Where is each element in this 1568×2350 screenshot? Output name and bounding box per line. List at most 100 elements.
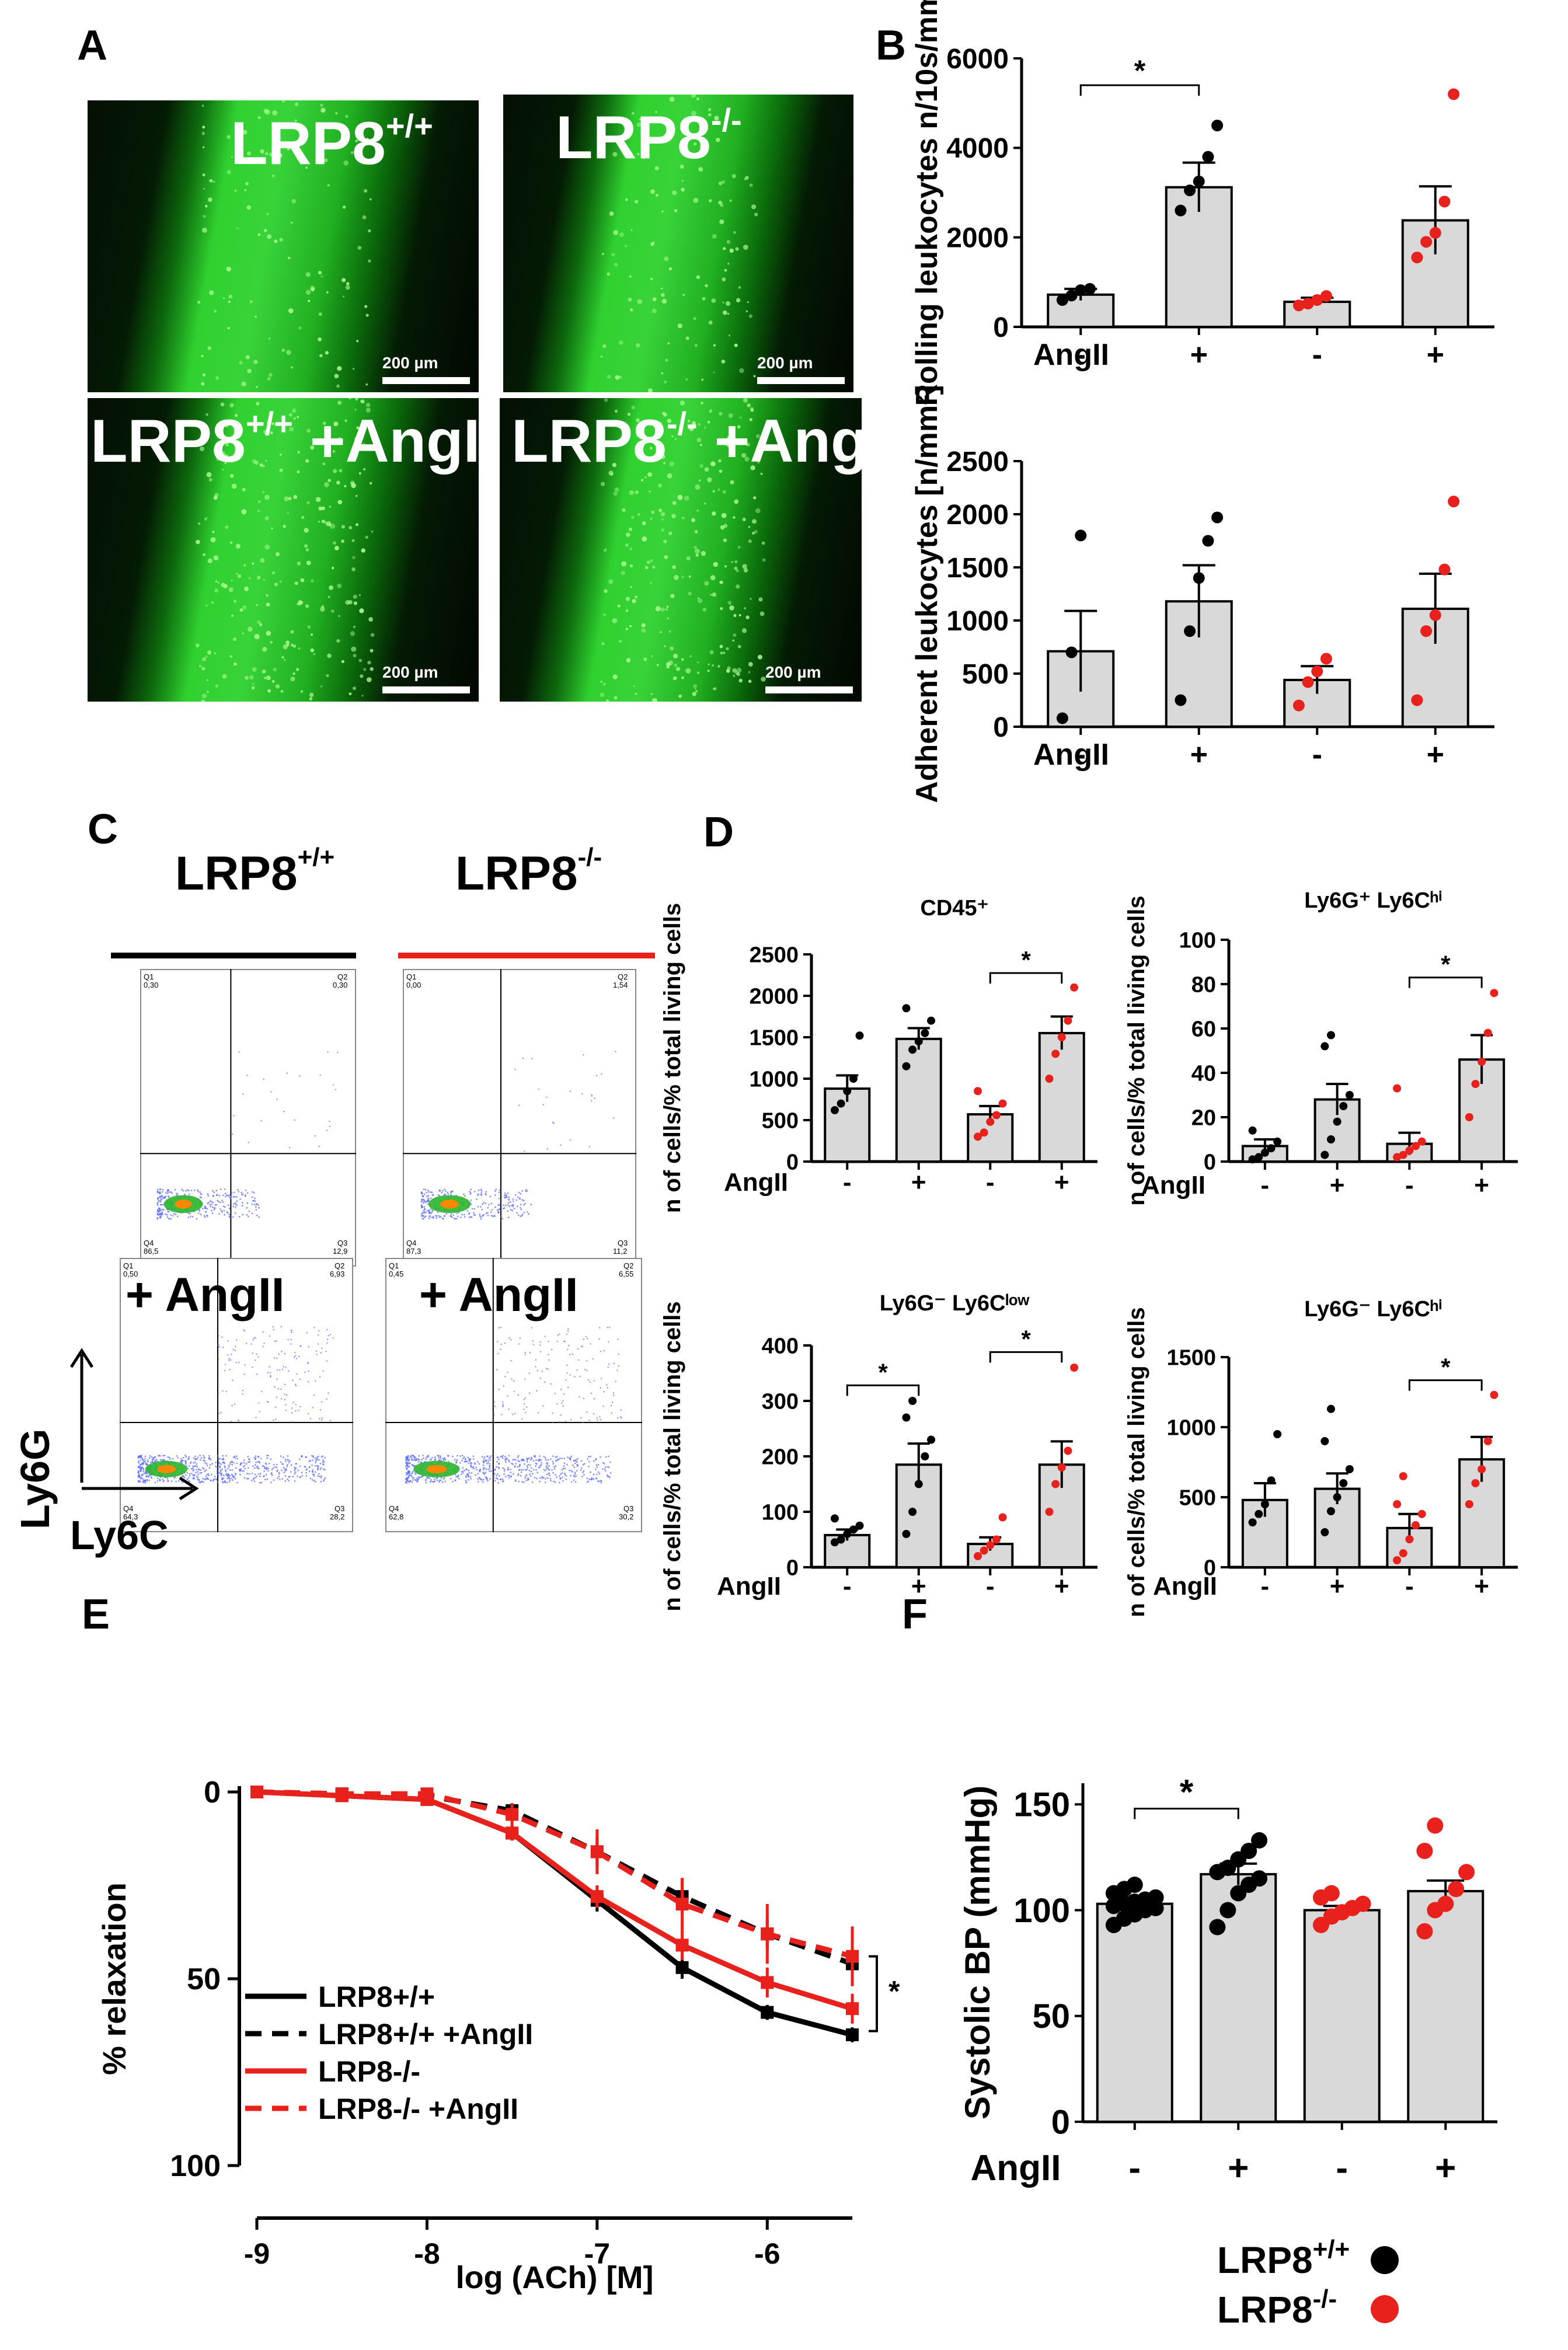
cell-speckle [327, 595, 330, 598]
x-axis-label: log (ACh) [M] [456, 2260, 654, 2295]
micro-speckles [196, 398, 375, 702]
event-dot [159, 1480, 161, 1481]
y-tick-label: 100 [1179, 928, 1216, 953]
cell-speckle [256, 402, 260, 406]
data-point [1260, 1148, 1269, 1157]
cell-speckle [744, 607, 746, 610]
cell-speckle [737, 546, 741, 549]
cell-speckle [252, 667, 257, 672]
event-dot [618, 1353, 619, 1355]
event-dot [156, 1214, 159, 1216]
event-dot [281, 1469, 283, 1472]
event-dot [215, 1190, 218, 1192]
event-dot [556, 1456, 558, 1458]
event-dot [485, 1212, 487, 1215]
event-dot [196, 1463, 198, 1465]
event-dot [429, 1459, 431, 1461]
event-dot [504, 1376, 506, 1378]
event-dot [167, 1480, 169, 1482]
data-marker [761, 1976, 774, 1989]
event-dot [192, 1467, 194, 1469]
event-dot [499, 1189, 501, 1191]
cell-speckle [733, 674, 736, 677]
event-dot [222, 1459, 225, 1460]
event-dot [263, 1343, 265, 1344]
event-dot [327, 1334, 330, 1337]
event-dot [246, 1074, 248, 1076]
event-dot [262, 1465, 264, 1467]
event-dot [526, 1190, 528, 1192]
cell-speckle [720, 651, 723, 655]
cell-speckle [345, 114, 349, 118]
cell-speckle [244, 189, 247, 191]
event-dot [448, 1460, 450, 1463]
cell-speckle [369, 482, 372, 485]
cell-speckle [220, 402, 225, 407]
event-dot [475, 1474, 477, 1476]
event-dot [318, 1459, 320, 1461]
y-tick-label: 500 [762, 1108, 799, 1133]
data-point [1399, 1549, 1407, 1557]
data-point [1273, 1430, 1282, 1438]
event-dot [326, 1360, 328, 1362]
event-dot [234, 1477, 236, 1480]
event-dot [566, 1364, 568, 1366]
cell-speckle [247, 368, 252, 374]
event-dot [405, 1456, 407, 1458]
event-dot [455, 1462, 457, 1464]
sig-star: * [1441, 1354, 1451, 1381]
cell-speckle [720, 525, 725, 530]
event-dot [514, 1480, 517, 1482]
cell-speckle [257, 510, 260, 512]
event-dot [316, 1354, 318, 1355]
event-dot [280, 1326, 283, 1327]
cell-speckle [662, 412, 665, 415]
sig-bracket [1408, 977, 1483, 988]
event-dot [142, 1462, 145, 1465]
event-dot [555, 1474, 557, 1476]
flow-frame [403, 969, 636, 1267]
cell-speckle [222, 674, 227, 679]
event-dot [289, 1146, 291, 1149]
cell-speckle [650, 277, 653, 281]
event-dot [541, 1477, 543, 1479]
cell-speckle [349, 398, 351, 400]
density-peak [440, 1200, 459, 1209]
data-point [921, 1452, 929, 1460]
event-dot [273, 1419, 274, 1421]
event-dot [231, 1460, 233, 1463]
cell-speckle [293, 417, 297, 420]
event-dot [196, 1476, 198, 1477]
event-dot [259, 1411, 260, 1413]
event-dot [225, 1390, 227, 1393]
event-dot [553, 1468, 556, 1470]
event-dot [251, 1212, 253, 1215]
event-dot [569, 1457, 572, 1459]
cell-speckle [249, 675, 254, 680]
event-dot [420, 1461, 422, 1463]
cell-speckle [213, 555, 219, 561]
event-dot [217, 1455, 219, 1457]
y-tick-label: 0 [993, 712, 1009, 743]
data-point [1320, 290, 1332, 302]
x-tick-label: - [986, 1572, 995, 1601]
y-tick-label: 500 [1179, 1486, 1216, 1510]
event-dot [469, 1191, 471, 1193]
cell-speckle [753, 496, 757, 500]
event-dot [485, 1193, 487, 1195]
event-dot [234, 1457, 236, 1459]
event-dot [281, 1478, 284, 1480]
cell-speckle [252, 683, 255, 685]
cell-speckle [298, 600, 303, 605]
event-dot [327, 1051, 329, 1053]
event-dot [202, 1477, 204, 1480]
event-dot [475, 1466, 478, 1469]
cell-speckle [692, 692, 696, 696]
event-dot [511, 1209, 514, 1212]
data-point [1399, 1472, 1407, 1480]
event-dot [255, 1337, 256, 1339]
event-dot [263, 1475, 265, 1477]
event-dot [233, 1115, 235, 1117]
cell-speckle [333, 421, 339, 427]
event-dot [200, 1214, 202, 1216]
